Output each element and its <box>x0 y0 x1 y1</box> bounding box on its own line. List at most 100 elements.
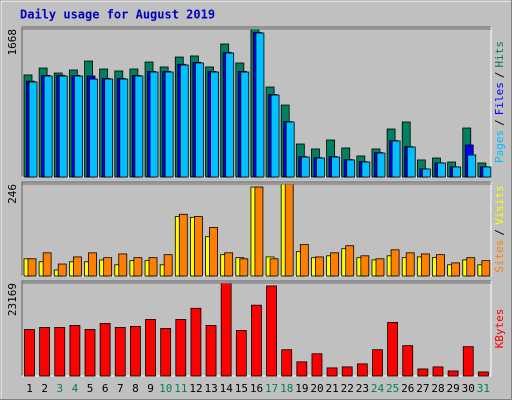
bar <box>27 258 37 277</box>
legend-entry: KBytes <box>493 309 506 349</box>
x-tick-label: 10 <box>159 382 172 395</box>
bar <box>205 325 217 377</box>
bar <box>28 81 38 178</box>
bar <box>300 156 310 178</box>
x-tick-label: 3 <box>57 382 64 395</box>
bar <box>375 258 385 277</box>
bar <box>436 254 445 277</box>
legend: Pages / Files / Hits <box>493 41 506 163</box>
bar <box>255 32 265 178</box>
bar <box>406 146 416 178</box>
bar <box>376 152 386 178</box>
legend-separator: / <box>493 229 506 236</box>
bar <box>405 252 415 277</box>
bar <box>432 366 444 377</box>
bar <box>346 159 356 178</box>
panel-shadow <box>21 181 491 276</box>
panel-shadow <box>21 280 491 376</box>
bar <box>281 349 293 377</box>
legend-entry: Pages <box>493 130 506 163</box>
legend-entry: Sites <box>493 240 506 273</box>
bar <box>296 361 308 377</box>
bar <box>134 75 144 178</box>
bar <box>481 260 491 277</box>
bar <box>160 328 172 377</box>
x-tick-label: 21 <box>326 382 339 395</box>
legend-entry: Hits <box>493 41 506 68</box>
legend-entry: Visits <box>493 185 506 225</box>
bar <box>482 166 492 178</box>
bar <box>326 367 338 377</box>
x-tick-label: 2 <box>41 382 48 395</box>
x-tick-label: 18 <box>280 382 293 395</box>
bar <box>39 327 51 377</box>
x-tick-label: 9 <box>147 382 154 395</box>
bar <box>190 307 202 377</box>
bar <box>361 161 371 178</box>
bar <box>145 319 156 377</box>
bar <box>220 282 232 377</box>
y-tick-label: 246 <box>6 184 19 204</box>
y-tick-label: 1668 <box>6 29 19 56</box>
bar <box>341 366 353 377</box>
bar <box>73 75 83 178</box>
bar <box>391 140 401 178</box>
bar <box>130 326 141 377</box>
x-tick-label: 31 <box>477 382 490 395</box>
legend-entry: Files <box>493 82 506 115</box>
bar <box>239 258 249 277</box>
bar <box>311 353 323 377</box>
bar <box>104 78 114 178</box>
bar <box>235 330 247 377</box>
bar <box>195 62 204 178</box>
bar <box>179 64 189 178</box>
bar <box>251 304 262 377</box>
bar <box>119 78 129 178</box>
bar <box>72 256 82 277</box>
bar <box>462 346 474 377</box>
bar <box>299 244 309 277</box>
bar <box>452 166 462 178</box>
bar <box>466 257 476 277</box>
bar <box>69 325 81 377</box>
bar <box>402 345 414 377</box>
chart-title: Daily usage for August 2019 <box>20 8 215 22</box>
bar <box>88 252 97 277</box>
bar <box>451 262 461 277</box>
bar <box>360 255 370 277</box>
bar <box>84 329 96 377</box>
bar <box>270 94 280 178</box>
bar <box>315 256 324 277</box>
bar <box>269 258 279 277</box>
bar <box>421 168 431 178</box>
bar <box>148 257 158 277</box>
bar <box>210 71 219 178</box>
y-tick-label: 23169 <box>6 283 19 316</box>
bar <box>209 226 218 277</box>
bar <box>390 249 400 277</box>
bar <box>118 253 128 277</box>
bar <box>254 186 264 277</box>
bar <box>42 252 52 277</box>
x-tick-label: 13 <box>204 382 217 395</box>
legend-separator: / <box>493 119 506 126</box>
bar <box>285 121 295 178</box>
bar <box>266 285 277 377</box>
x-tick-label: 11 <box>174 382 187 395</box>
x-tick-label: 25 <box>386 382 399 395</box>
x-tick-label: 6 <box>102 382 109 395</box>
x-tick-label: 27 <box>416 382 429 395</box>
bar <box>43 75 53 178</box>
bar <box>57 263 67 277</box>
bar <box>24 329 35 377</box>
bar <box>240 71 250 178</box>
bar <box>114 327 126 377</box>
bar <box>477 371 489 377</box>
bar <box>149 71 159 178</box>
bar <box>194 216 203 277</box>
bar <box>284 183 294 277</box>
legend-separator: / <box>493 72 506 79</box>
bar <box>54 327 66 377</box>
panel-shadow <box>21 26 491 177</box>
bar <box>437 162 446 178</box>
